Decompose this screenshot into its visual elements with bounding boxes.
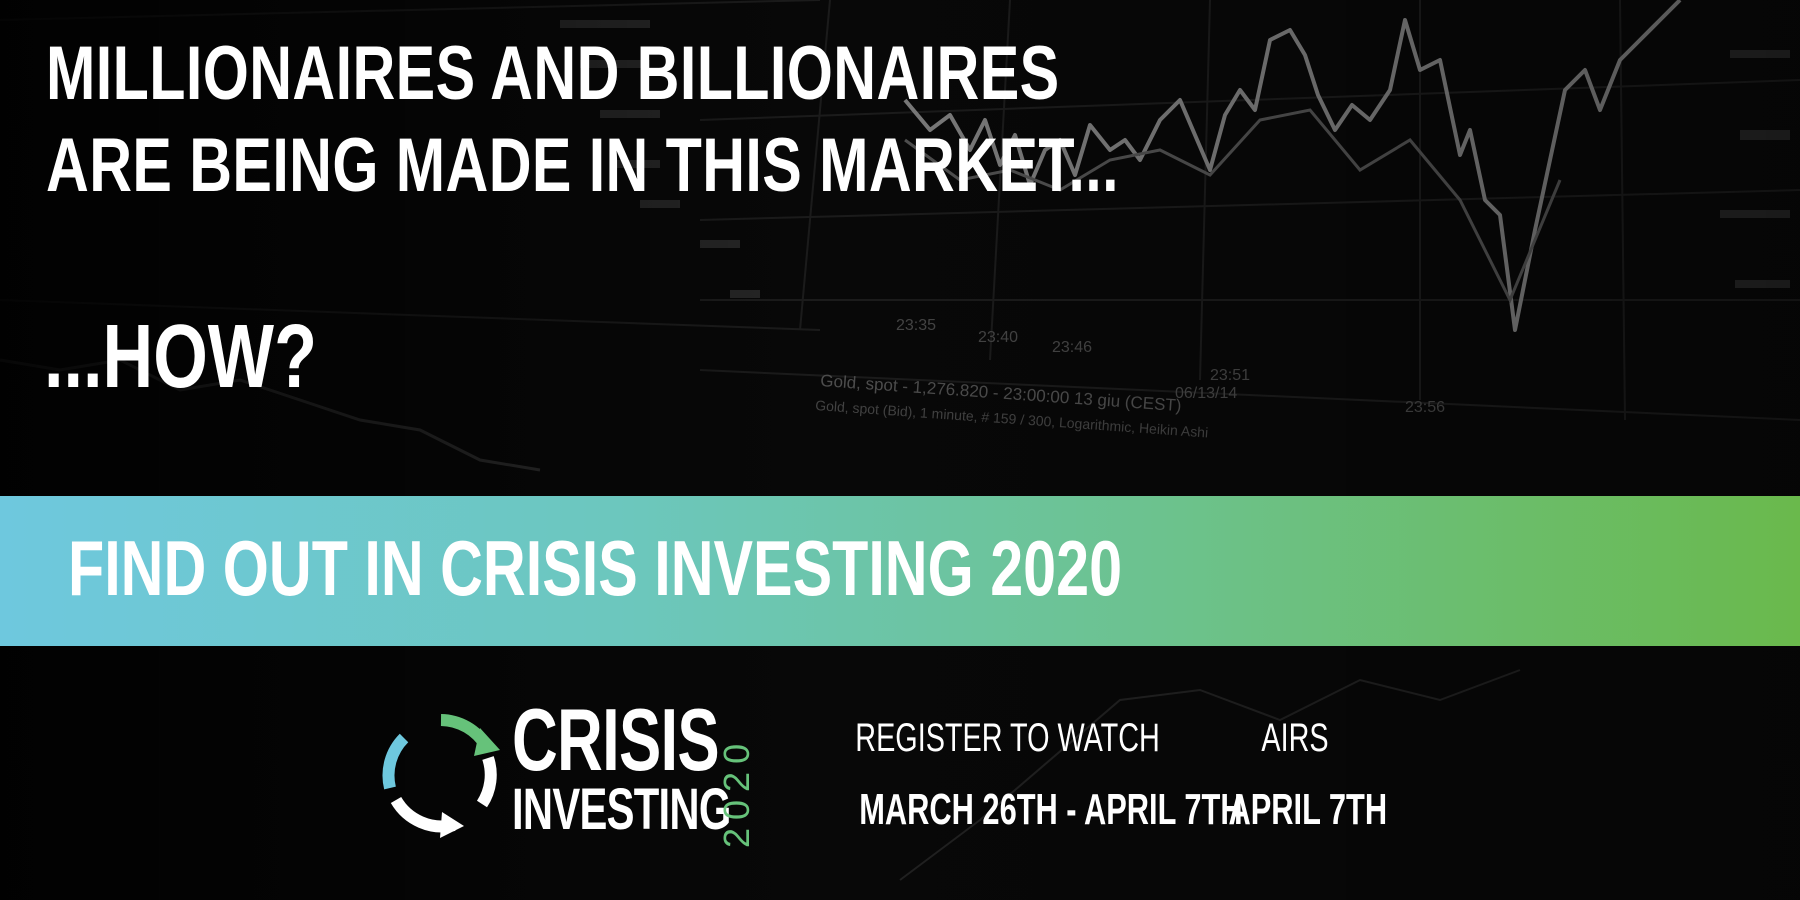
headline-question: ...HOW? — [44, 312, 317, 402]
headline-line-1: MILLIONAIRES AND BILLIONAIRES — [46, 36, 1119, 128]
register-label: REGISTER TO WATCH — [855, 716, 1139, 761]
cta-stripe: FIND OUT IN CRISIS INVESTING 2020 — [0, 496, 1800, 646]
logo-wordmark: CRISIS INVESTING — [512, 698, 731, 837]
logo-year: 2020 — [716, 736, 758, 848]
register-dates: MARCH 26TH - APRIL 7TH — [859, 785, 1136, 835]
register-info: REGISTER TO WATCH MARCH 26TH - APRIL 7TH — [800, 716, 1195, 835]
logo-word-investing: INVESTING — [512, 782, 731, 837]
logo-word-crisis: CRISIS — [512, 698, 731, 782]
crisis-investing-logo: CRISIS INVESTING 2020 — [376, 698, 736, 848]
airs-date: APRIL 7TH — [1229, 785, 1362, 835]
circular-arrows-icon — [376, 708, 506, 838]
headline: MILLIONAIRES AND BILLIONAIRES ARE BEING … — [46, 36, 1422, 220]
airs-info: AIRS APRIL 7TH — [1200, 716, 1390, 835]
cta-stripe-text: FIND OUT IN CRISIS INVESTING 2020 — [68, 529, 1122, 607]
airs-label: AIRS — [1227, 716, 1364, 761]
headline-line-2: ARE BEING MADE IN THIS MARKET... — [46, 128, 1119, 220]
